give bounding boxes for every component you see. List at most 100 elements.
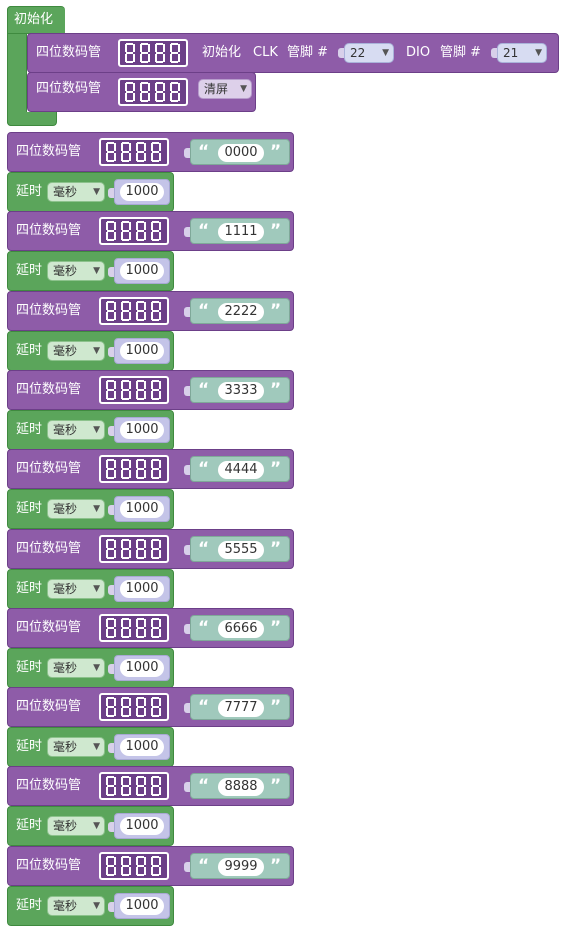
delay-block[interactable]: 延时 毫秒 ▼ 1000 (7, 806, 174, 846)
seven-segment-digit (136, 142, 146, 162)
seven-segment-digit (121, 459, 131, 479)
number-literal-block[interactable]: 1000 (114, 655, 170, 681)
delay-unit-dropdown[interactable]: 毫秒 ▼ (47, 896, 105, 916)
delay-unit-dropdown[interactable]: 毫秒 ▼ (47, 420, 105, 440)
display-text-block[interactable]: 四位数码管 “ 9999 ” (7, 846, 294, 886)
display-text-block[interactable]: 四位数码管 “ 3333 ” (7, 370, 294, 410)
text-literal-block[interactable]: “ 1111 ” (190, 218, 290, 244)
delay-unit-dropdown[interactable]: 毫秒 ▼ (47, 499, 105, 519)
text-input[interactable]: 0000 (218, 144, 264, 162)
text-input[interactable]: 9999 (218, 858, 264, 876)
number-literal-block[interactable]: 1000 (114, 813, 170, 839)
text-literal-block[interactable]: “ 3333 ” (190, 377, 290, 403)
delay-unit-dropdown[interactable]: 毫秒 ▼ (47, 658, 105, 678)
text-input[interactable]: 1111 (218, 223, 264, 241)
text-literal-block[interactable]: “ 4444 ” (190, 456, 290, 482)
display-text-block[interactable]: 四位数码管 “ 0000 ” (7, 132, 294, 172)
display-text-block[interactable]: 四位数码管 “ 4444 ” (7, 449, 294, 489)
setup-title: 初始化 (14, 12, 54, 27)
seven-segment-digit (151, 856, 161, 876)
delay-value-input[interactable]: 1000 (120, 421, 164, 439)
delay-value-input[interactable]: 1000 (120, 183, 164, 201)
text-literal-block[interactable]: “ 0000 ” (190, 139, 290, 165)
delay-block[interactable]: 延时 毫秒 ▼ 1000 (7, 251, 174, 291)
delay-unit-value: 毫秒 (53, 502, 78, 516)
delay-block[interactable]: 延时 毫秒 ▼ 1000 (7, 727, 174, 767)
number-literal-block[interactable]: 1000 (114, 179, 170, 205)
delay-value-input[interactable]: 1000 (120, 342, 164, 360)
text-input[interactable]: 6666 (218, 620, 264, 638)
text-input[interactable]: 7777 (218, 699, 264, 717)
seven-segment-digit (106, 380, 116, 400)
delay-value-input[interactable]: 1000 (120, 580, 164, 598)
seven-segment-digit (121, 301, 131, 321)
delay-block[interactable]: 延时 毫秒 ▼ 1000 (7, 886, 174, 926)
display-clear-block[interactable]: 四位数码管 清屏 ▼ (27, 72, 256, 112)
text-socket (184, 307, 190, 317)
display-text-block[interactable]: 四位数码管 “ 7777 ” (7, 687, 294, 727)
display-text-block[interactable]: 四位数码管 “ 6666 ” (7, 608, 294, 648)
display-text-block[interactable]: 四位数码管 “ 2222 ” (7, 291, 294, 331)
display-text-block[interactable]: 四位数码管 “ 8888 ” (7, 766, 294, 806)
delay-unit-dropdown[interactable]: 毫秒 ▼ (47, 341, 105, 361)
number-literal-block[interactable]: 1000 (114, 893, 170, 919)
text-input[interactable]: 2222 (218, 303, 264, 321)
delay-value-input[interactable]: 1000 (120, 262, 164, 280)
delay-unit-dropdown[interactable]: 毫秒 ▼ (47, 579, 105, 599)
delay-unit-value: 毫秒 (53, 899, 78, 913)
delay-value-input[interactable]: 1000 (120, 500, 164, 518)
delay-value-input[interactable]: 1000 (120, 738, 164, 756)
delay-label: 延时 (16, 898, 43, 913)
clear-mode-value: 清屏 (204, 82, 229, 96)
text-literal-block[interactable]: “ 2222 ” (190, 298, 290, 324)
delay-unit-value: 毫秒 (53, 344, 78, 358)
display-text-block[interactable]: 四位数码管 “ 5555 ” (7, 529, 294, 569)
display-text-block[interactable]: 四位数码管 “ 1111 ” (7, 211, 294, 251)
display-init-block[interactable]: 四位数码管 初始化 CLK 管脚 # 22 ▼ DIO 管脚 # 21 ▼ (27, 33, 559, 73)
display-text-label: 四位数码管 (16, 858, 82, 873)
delay-unit-dropdown[interactable]: 毫秒 ▼ (47, 737, 105, 757)
seven-segment-display-icon (99, 535, 169, 563)
number-literal-block[interactable]: 1000 (114, 734, 170, 760)
text-input[interactable]: 4444 (218, 461, 264, 479)
seven-segment-digit (121, 221, 131, 241)
delay-value-input[interactable]: 1000 (120, 897, 164, 915)
delay-block[interactable]: 延时 毫秒 ▼ 1000 (7, 489, 174, 529)
delay-value-input[interactable]: 1000 (120, 817, 164, 835)
delay-block[interactable]: 延时 毫秒 ▼ 1000 (7, 410, 174, 450)
text-literal-block[interactable]: “ 6666 ” (190, 615, 290, 641)
number-literal-block[interactable]: 1000 (114, 417, 170, 443)
delay-socket (108, 347, 114, 357)
chevron-down-icon: ▼ (93, 187, 100, 197)
delay-unit-dropdown[interactable]: 毫秒 ▼ (47, 182, 105, 202)
delay-block[interactable]: 延时 毫秒 ▼ 1000 (7, 648, 174, 688)
seven-segment-digit (151, 142, 161, 162)
delay-value-input[interactable]: 1000 (120, 659, 164, 677)
delay-block[interactable]: 延时 毫秒 ▼ 1000 (7, 172, 174, 212)
text-literal-block[interactable]: “ 8888 ” (190, 773, 290, 799)
delay-block[interactable]: 延时 毫秒 ▼ 1000 (7, 331, 174, 371)
number-literal-block[interactable]: 1000 (114, 338, 170, 364)
dio-pin-dropdown[interactable]: 21 ▼ (497, 43, 547, 63)
delay-label: 延时 (16, 422, 43, 437)
text-input[interactable]: 8888 (218, 778, 264, 796)
number-literal-block[interactable]: 1000 (114, 258, 170, 284)
seven-segment-digit (140, 43, 150, 63)
delay-block[interactable]: 延时 毫秒 ▼ 1000 (7, 569, 174, 609)
clear-mode-dropdown[interactable]: 清屏 ▼ (198, 79, 252, 99)
text-input[interactable]: 5555 (218, 541, 264, 559)
text-literal-block[interactable]: “ 9999 ” (190, 853, 290, 879)
seven-segment-display-icon (99, 614, 169, 642)
text-literal-block[interactable]: “ 5555 ” (190, 536, 290, 562)
clk-pin-dropdown[interactable]: 22 ▼ (344, 43, 394, 63)
text-input[interactable]: 3333 (218, 382, 264, 400)
text-literal-block[interactable]: “ 7777 ” (190, 694, 290, 720)
delay-unit-dropdown[interactable]: 毫秒 ▼ (47, 816, 105, 836)
setup-header[interactable]: 初始化 (7, 6, 65, 34)
number-literal-block[interactable]: 1000 (114, 496, 170, 522)
delay-unit-dropdown[interactable]: 毫秒 ▼ (47, 261, 105, 281)
quote-open-icon: “ (198, 221, 210, 241)
seven-segment-digit (121, 142, 131, 162)
delay-unit-value: 毫秒 (53, 264, 78, 278)
number-literal-block[interactable]: 1000 (114, 576, 170, 602)
